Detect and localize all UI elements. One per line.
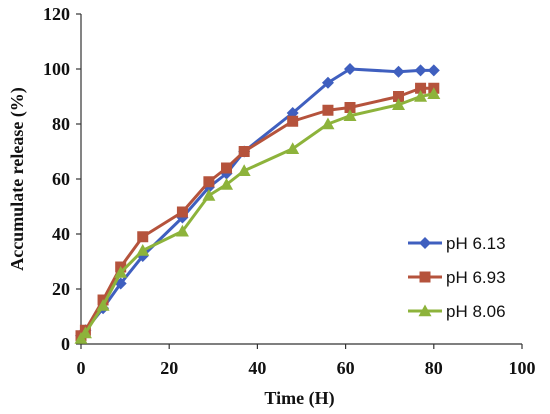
- series-line: [79, 86, 434, 337]
- x-tick-label: 40: [248, 358, 266, 378]
- data-point: [322, 104, 334, 116]
- x-tick-label: 60: [337, 358, 355, 378]
- data-point: [321, 76, 334, 89]
- data-point: [321, 117, 335, 130]
- legend-marker: [419, 237, 431, 249]
- data-point: [392, 65, 405, 78]
- x-tick-label: 100: [509, 358, 536, 378]
- data-point: [344, 102, 356, 113]
- y-tick-label: 120: [43, 4, 70, 24]
- legend-marker: [419, 271, 431, 283]
- data-point: [414, 64, 427, 77]
- legend: pH 6.13 pH 6.93 pH 8.06: [408, 234, 506, 321]
- data-point: [427, 64, 440, 77]
- data-point: [220, 178, 234, 190]
- y-tick-label: 0: [61, 334, 70, 354]
- data-point: [414, 90, 428, 102]
- x-axis-title: Time (H): [264, 388, 334, 409]
- data-point: [202, 189, 216, 201]
- series-1: [75, 63, 440, 342]
- legend-item-2: pH 6.93: [408, 268, 506, 287]
- data-point: [393, 91, 405, 102]
- data-point: [238, 146, 250, 157]
- data-point: [237, 164, 251, 176]
- data-point: [136, 244, 150, 256]
- legend-item-1: pH 6.13: [408, 234, 506, 253]
- data-point: [344, 63, 357, 75]
- series-3: [74, 87, 441, 344]
- data-point: [203, 176, 215, 188]
- legend-marker: [418, 304, 432, 317]
- axes: 0 20 40 60 80 100 0 20 40 60 80 100 120 Time (H) Accum…: [7, 4, 536, 409]
- legend-label: pH 8.06: [446, 302, 506, 321]
- data-point: [78, 326, 92, 339]
- data-point: [392, 98, 406, 110]
- data-point: [343, 109, 357, 121]
- y-axis-title: Accumulate release (%): [7, 87, 28, 271]
- legend-label: pH 6.13: [446, 234, 506, 253]
- series-line: [79, 92, 435, 340]
- data-point: [287, 115, 299, 127]
- series-layer: [74, 63, 441, 344]
- data-point: [415, 82, 427, 94]
- data-point: [286, 142, 300, 154]
- y-tick-label: 80: [52, 114, 70, 134]
- data-point: [137, 231, 149, 243]
- y-tick-label: 100: [43, 59, 70, 79]
- x-tick-label: 0: [77, 358, 86, 378]
- legend-item-3: pH 8.06: [408, 302, 506, 321]
- data-point: [96, 299, 110, 311]
- data-point: [176, 206, 188, 218]
- data-point: [175, 224, 189, 237]
- y-tick-label: 20: [52, 279, 70, 299]
- y-tick-label: 60: [52, 169, 70, 189]
- y-tick-label: 40: [52, 224, 70, 244]
- x-tick-label: 80: [425, 358, 443, 378]
- data-point: [114, 266, 128, 278]
- x-tick-label: 20: [160, 358, 178, 378]
- data-point: [221, 162, 233, 174]
- legend-label: pH 6.93: [446, 268, 506, 287]
- series-2: [75, 82, 440, 342]
- data-point: [427, 87, 441, 99]
